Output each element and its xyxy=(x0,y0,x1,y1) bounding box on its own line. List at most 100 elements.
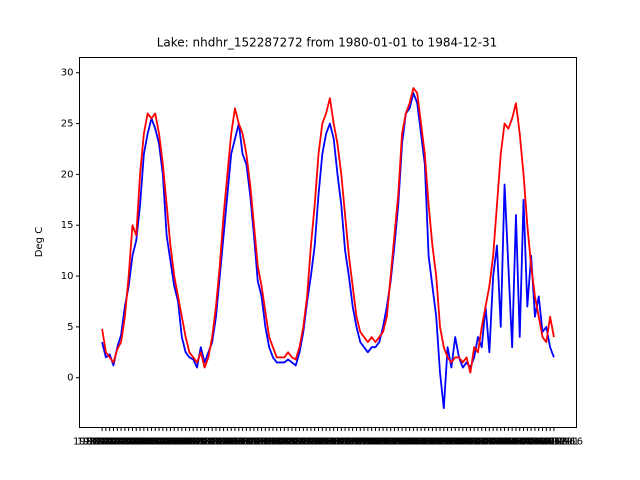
x-tick-label: 1983-12-16 xyxy=(434,437,492,448)
x-tick-label: 1982-09-01 xyxy=(316,437,374,448)
x-tick-label: 1982-04-01 xyxy=(278,437,336,448)
series-line xyxy=(101,87,555,374)
x-tick-label: 1984-01-01 xyxy=(438,437,496,448)
x-tick-label: 1982-10-01 xyxy=(324,437,382,448)
axes-frame xyxy=(79,57,577,428)
y-tick-label: 5 xyxy=(67,322,73,333)
x-tick-label: 1981-09-16 xyxy=(229,437,287,448)
y-axis-label: Deg C xyxy=(34,227,45,257)
x-tick-label: 1983-04-16 xyxy=(373,437,431,448)
x-tick-label: 1980-03-16 xyxy=(92,437,150,448)
x-tick-label: 1984-02-16 xyxy=(449,437,507,448)
chart-title: Lake: nhdhr_152287272 from 1980-01-01 to… xyxy=(157,36,498,50)
x-tick-label: 1980-03-01 xyxy=(88,437,146,448)
x-tick-label: 1983-10-16 xyxy=(419,437,477,448)
x-tick-label: 1981-07-01 xyxy=(210,437,268,448)
x-tick-label: 1983-03-01 xyxy=(362,437,420,448)
x-tick-label: 1982-11-16 xyxy=(335,437,393,448)
x-tick-label: 1981-12-16 xyxy=(251,437,309,448)
y-tick-label: 15 xyxy=(61,220,74,231)
x-tick-label: 1982-01-16 xyxy=(259,437,317,448)
x-tick-label: 1982-06-01 xyxy=(293,437,351,448)
x-tick-label: 1981-10-16 xyxy=(236,437,294,448)
x-tick-label: 1980-11-01 xyxy=(149,437,207,448)
x-tick-label: 1983-08-16 xyxy=(403,437,461,448)
x-tick-label: 1984-09-01 xyxy=(498,437,556,448)
x-tick-label: 1984-05-16 xyxy=(472,437,530,448)
x-tick-label: 1981-08-16 xyxy=(221,437,279,448)
x-tick-label: 1983-08-01 xyxy=(400,437,458,448)
x-tick-label: 1983-09-16 xyxy=(411,437,469,448)
x-tick-label: 1983-09-01 xyxy=(407,437,465,448)
x-tick-label: 1980-07-16 xyxy=(122,437,180,448)
x-tick-label: 1983-01-01 xyxy=(346,437,404,448)
x-tick-label: 1981-11-01 xyxy=(240,437,298,448)
x-tick-label: 1982-03-16 xyxy=(274,437,332,448)
y-tick-label: 30 xyxy=(61,68,74,79)
x-tick-label: 1983-11-01 xyxy=(422,437,480,448)
x-tick-label: 1983-02-01 xyxy=(354,437,412,448)
x-tick-label: 1981-08-01 xyxy=(217,437,275,448)
x-tick-label: 1982-05-01 xyxy=(286,437,344,448)
x-tick-label: 1984-09-16 xyxy=(502,437,560,448)
x-tick-label: 1982-02-16 xyxy=(267,437,325,448)
x-tick-label: 1984-01-16 xyxy=(441,437,499,448)
x-tick-label: 1984-05-01 xyxy=(468,437,526,448)
x-tick-label: 1980-12-01 xyxy=(157,437,215,448)
x-tick-label: 1981-03-16 xyxy=(183,437,241,448)
x-tick-label: 1984-11-01 xyxy=(513,437,571,448)
y-tick-label: 25 xyxy=(61,119,74,130)
x-tick-label: 1980-09-01 xyxy=(134,437,192,448)
x-tick-label: 1983-02-16 xyxy=(358,437,416,448)
x-tick-label: 1984-10-16 xyxy=(510,437,568,448)
x-tick-label: 1982-03-01 xyxy=(270,437,328,448)
x-tick-label: 1981-05-01 xyxy=(195,437,253,448)
x-tick-label: 1982-12-01 xyxy=(339,437,397,448)
y-tick-label: 20 xyxy=(61,169,74,180)
x-tick-label: 1981-10-01 xyxy=(232,437,290,448)
x-tick-label: 1983-11-16 xyxy=(426,437,484,448)
x-tick-label: 1981-09-01 xyxy=(225,437,283,448)
x-tick-label: 1980-01-16 xyxy=(77,437,135,448)
x-tick-label: 1982-08-01 xyxy=(308,437,366,448)
x-tick-label: 1980-01-01 xyxy=(73,437,131,448)
x-tick-label: 1982-04-16 xyxy=(282,437,340,448)
x-tick-label: 1980-12-16 xyxy=(160,437,218,448)
x-tick-label: 1984-03-16 xyxy=(457,437,515,448)
x-tick-label: 1983-05-01 xyxy=(377,437,435,448)
x-tick-label: 1984-02-01 xyxy=(445,437,503,448)
x-tick-label: 1982-05-16 xyxy=(289,437,347,448)
x-tick-label: 1983-10-01 xyxy=(415,437,473,448)
x-tick-label: 1982-01-01 xyxy=(255,437,313,448)
x-tick-label: 1980-04-16 xyxy=(100,437,158,448)
x-tick-label: 1984-04-16 xyxy=(464,437,522,448)
x-tick-label: 1983-04-01 xyxy=(369,437,427,448)
x-tick-label: 1984-06-01 xyxy=(475,437,533,448)
x-tick-label: 1980-05-01 xyxy=(103,437,161,448)
x-tick-label: 1982-06-16 xyxy=(297,437,355,448)
x-tick-label: 1980-02-16 xyxy=(84,437,142,448)
y-tick-label: 10 xyxy=(61,271,74,282)
x-tick-label: 1984-06-16 xyxy=(479,437,537,448)
x-tick-label: 1984-10-01 xyxy=(506,437,564,448)
x-tick-label: 1984-07-16 xyxy=(487,437,545,448)
x-tick-label: 1983-03-16 xyxy=(365,437,423,448)
x-tick-label: 1982-07-01 xyxy=(301,437,359,448)
x-tick-label: 1983-07-01 xyxy=(392,437,450,448)
x-tick-label: 1981-11-16 xyxy=(244,437,302,448)
x-tick-label: 1984-04-01 xyxy=(460,437,518,448)
x-tick-label: 1980-08-01 xyxy=(126,437,184,448)
x-tick-label: 1982-09-16 xyxy=(320,437,378,448)
x-tick-label: 1983-01-16 xyxy=(350,437,408,448)
x-tick-label: 1980-07-01 xyxy=(119,437,177,448)
x-tick-label: 1981-07-16 xyxy=(214,437,272,448)
x-tick-label: 1982-11-01 xyxy=(331,437,389,448)
plot-area xyxy=(101,87,555,410)
x-tick-label: 1984-12-16 xyxy=(525,437,583,448)
x-tick-label: 1983-06-01 xyxy=(384,437,442,448)
x-tick-label: 1981-06-16 xyxy=(206,437,264,448)
x-tick-label: 1981-12-01 xyxy=(248,437,306,448)
x-tick-label: 1980-08-16 xyxy=(130,437,188,448)
x-tick-label: 1981-05-16 xyxy=(198,437,256,448)
x-tick-label: 1980-10-16 xyxy=(145,437,203,448)
